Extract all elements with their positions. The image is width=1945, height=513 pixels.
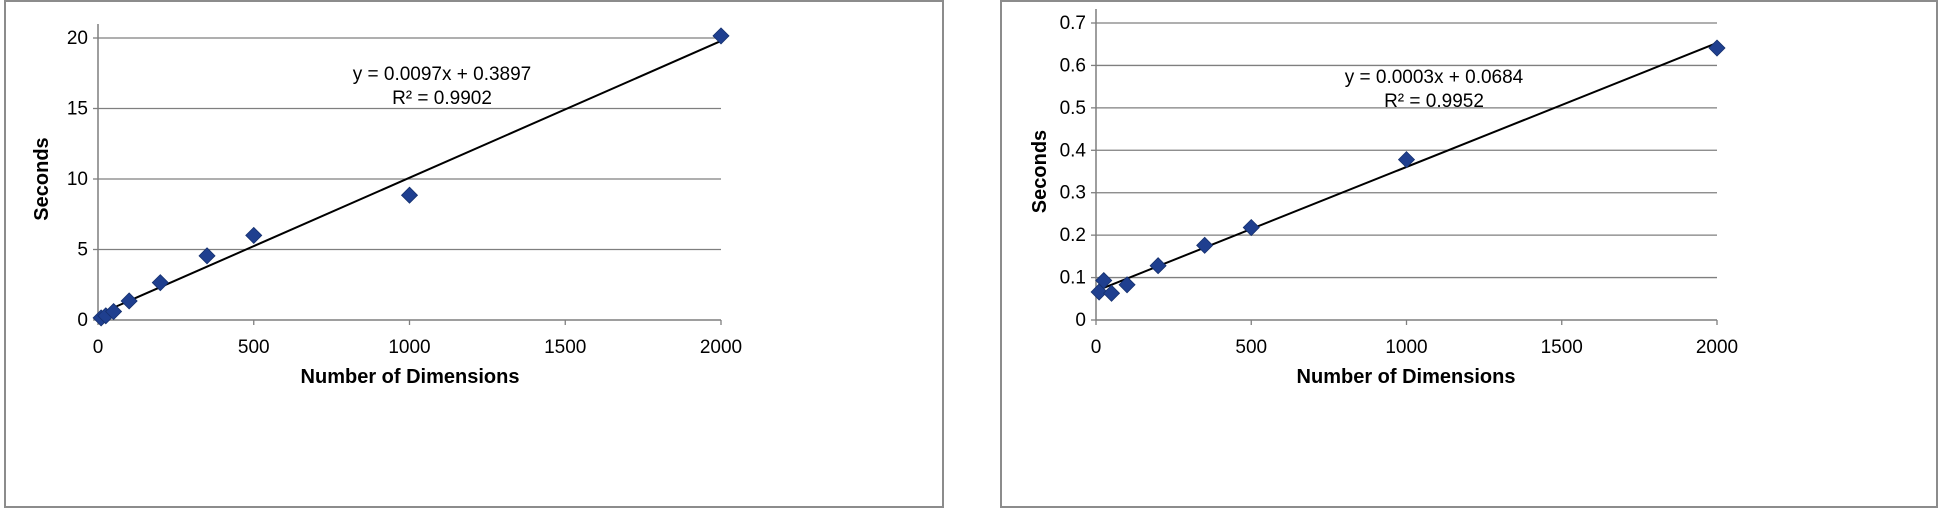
y-tick-label: 10 [67, 169, 88, 190]
x-tick-label: 1000 [1385, 337, 1427, 358]
y-tick-label: 0.1 [1060, 268, 1086, 289]
y-axis-title: Seconds [31, 137, 53, 220]
y-axis-title: Seconds [1029, 130, 1051, 213]
x-tick-label: 1000 [388, 337, 430, 358]
y-tick-label: 0.2 [1060, 225, 1086, 246]
x-tick-label: 500 [238, 337, 270, 358]
y-tick-label: 15 [67, 99, 88, 120]
x-tick-label: 2000 [1696, 337, 1738, 358]
y-tick-label: 0.5 [1060, 98, 1086, 119]
x-axis-title: Number of Dimensions [301, 366, 520, 388]
y-tick-label: 20 [67, 28, 88, 49]
data-point [105, 302, 123, 321]
data-point [1095, 271, 1113, 290]
data-point [1102, 284, 1121, 302]
trendline-equation: y = 0.0003x + 0.0684 [1345, 67, 1524, 88]
data-point [151, 274, 169, 292]
x-tick-label: 0 [93, 337, 104, 358]
data-point [1118, 276, 1136, 294]
y-tick-label: 0 [77, 310, 88, 331]
x-tick-label: 500 [1235, 337, 1267, 358]
chart-left-svg: 0 5 10 15 20 0 500 1000 1500 2000 y = 0.0097x + 0.… [31, 24, 742, 388]
y-tick-label: 5 [77, 240, 88, 261]
data-point [400, 186, 419, 204]
r-squared-label: R² = 0.9952 [1384, 91, 1484, 112]
chart-right-svg: 0 0.1 0.2 0.3 0.4 0.5 0.6 0.7 0 500 1000 1500 2000 y … [1029, 9, 1738, 388]
data-point [245, 226, 263, 244]
data-point [120, 292, 138, 310]
y-tick-label: 0.6 [1060, 55, 1086, 76]
data-point [1196, 236, 1214, 254]
y-tick-label: 0.3 [1060, 183, 1086, 204]
trendline-equation: y = 0.0097x + 0.3897 [353, 64, 532, 85]
x-tick-label: 0 [1091, 337, 1102, 358]
y-tick-label: 0.4 [1060, 140, 1087, 161]
y-tick-label: 0 [1075, 310, 1086, 331]
chart-panel-left: 0 5 10 15 20 0 500 1000 1500 2000 y = 0.0097x + 0.… [4, 0, 944, 508]
data-point [1708, 39, 1726, 57]
data-point [712, 27, 730, 45]
y-tick-label: 0.7 [1060, 13, 1086, 34]
x-tick-label: 2000 [700, 337, 742, 358]
data-point [1242, 218, 1260, 237]
x-tick-label: 1500 [544, 337, 586, 358]
data-point [1397, 151, 1416, 169]
r-squared-label: R² = 0.9902 [392, 88, 492, 109]
x-tick-label: 1500 [1541, 337, 1583, 358]
data-point [198, 247, 216, 265]
data-point [1149, 257, 1167, 275]
trendline [97, 40, 722, 316]
x-axis-title: Number of Dimensions [1297, 366, 1516, 388]
chart-panel-right: 0 0.1 0.2 0.3 0.4 0.5 0.6 0.7 0 500 1000 1500 2000 y … [1000, 0, 1938, 508]
